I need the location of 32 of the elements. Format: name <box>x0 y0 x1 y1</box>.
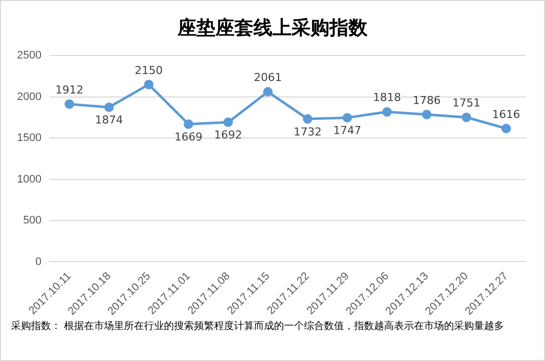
data-label: 1818 <box>373 91 402 104</box>
point <box>462 112 472 122</box>
data-label: 2061 <box>254 71 282 84</box>
data-label: 1874 <box>95 114 124 127</box>
point <box>302 114 312 124</box>
data-label: 1692 <box>214 128 242 142</box>
y-tick-label: 1000 <box>16 173 42 186</box>
y-tick-label: 0 <box>35 256 42 268</box>
text: 采购指数： 根据在市场里所在行业的搜索频繁程度计算而成的一个综合数值，指数越高表示在市场的采购量越多 <box>10 321 506 333</box>
point <box>144 80 154 90</box>
data-label: 1912 <box>55 83 84 96</box>
chart-title: 座垫座套线上采购指数 <box>176 16 368 41</box>
point <box>223 117 233 127</box>
data-label: 1732 <box>294 125 322 138</box>
point <box>382 107 392 117</box>
y-tick-label: 2500 <box>16 50 42 62</box>
data-label: 2150 <box>134 64 163 77</box>
data-label: 1747 <box>333 124 362 138</box>
data-label: 1669 <box>174 130 202 144</box>
y-tick-label: 500 <box>23 214 42 227</box>
y-tick-label: 1500 <box>16 132 42 144</box>
point <box>64 99 74 109</box>
point <box>104 102 114 112</box>
point <box>342 112 352 122</box>
point <box>422 110 432 120</box>
data-label: 1616 <box>492 108 520 121</box>
point <box>184 119 194 129</box>
data-label: 1751 <box>452 96 480 110</box>
point <box>501 124 511 134</box>
y-tick-label: 2000 <box>16 90 42 103</box>
point <box>263 87 273 97</box>
data-label: 1786 <box>412 94 441 107</box>
